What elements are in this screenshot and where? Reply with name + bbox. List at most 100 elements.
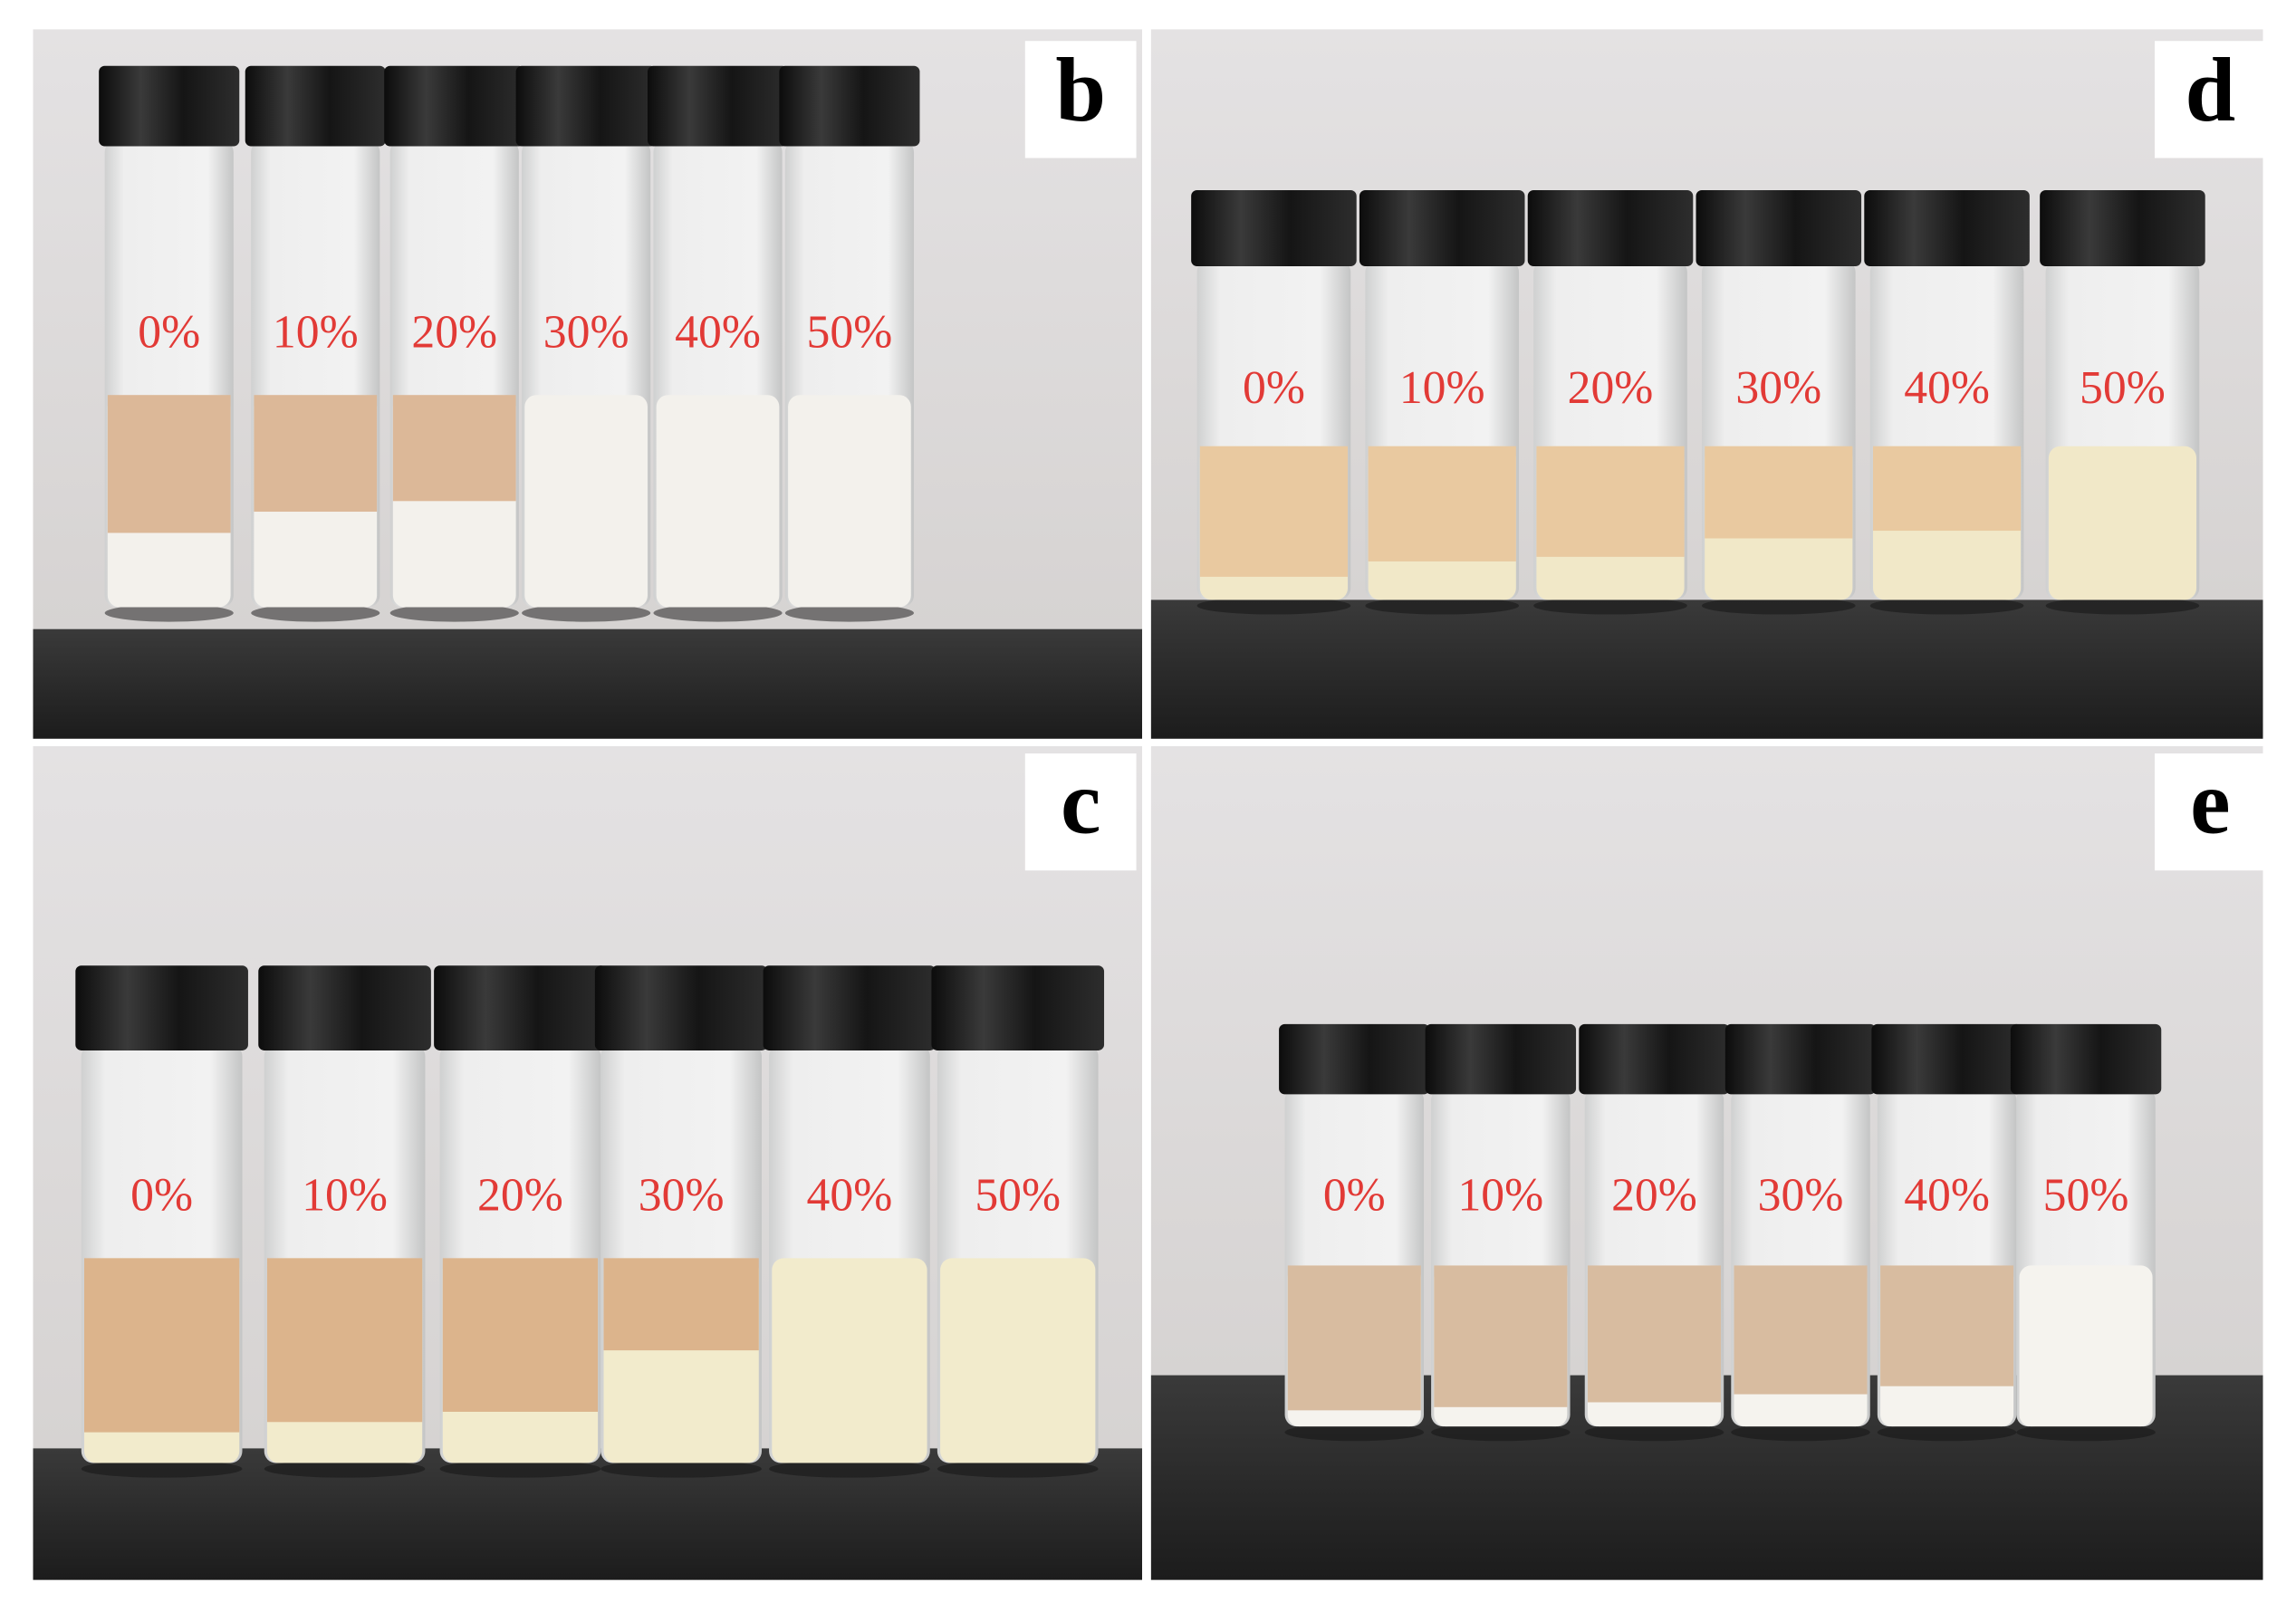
liquid-upper: [1368, 446, 1516, 561]
vial: 20%: [1579, 1023, 1730, 1442]
vial-label: 0%: [1323, 1170, 1386, 1222]
vial-label: 20%: [477, 1170, 563, 1222]
photo-panel: 0% 10% 20% 30% 40% 50%: [33, 29, 1143, 739]
liquid-upper: [392, 395, 516, 502]
vial-label: 30%: [1735, 362, 1821, 414]
vial-cap: [1724, 1023, 1877, 1095]
vial: 0%: [99, 65, 240, 622]
liquid-upper: [1434, 1265, 1568, 1407]
vial-shadow: [784, 604, 915, 622]
vial-cap: [1579, 1023, 1730, 1095]
liquid-upper: [1536, 446, 1685, 557]
panel-letter-box: [2154, 753, 2266, 871]
liquid-lower: [2019, 1265, 2153, 1427]
liquid-lower: [656, 395, 780, 608]
vial: 30%: [515, 65, 657, 622]
vial-shadow: [653, 604, 783, 622]
vial-shadow: [104, 604, 234, 622]
vial-shadow: [389, 604, 519, 622]
vial-cap: [2040, 190, 2205, 267]
vial-shadow: [1365, 597, 1520, 615]
vial-shadow: [81, 1460, 243, 1478]
vial-label: 50%: [2080, 362, 2166, 414]
vial-label: 10%: [273, 306, 359, 358]
vial-label: 0%: [130, 1170, 193, 1222]
vial-label: 10%: [1457, 1170, 1543, 1222]
vial-cap: [1279, 1023, 1430, 1095]
vial: 10%: [245, 65, 386, 622]
liquid-upper: [1705, 446, 1853, 539]
panel-letter: c: [1061, 753, 1100, 853]
vial: 50%: [2010, 1023, 2162, 1442]
vial: 40%: [1871, 1023, 2022, 1442]
vial-shadow: [1877, 1423, 2017, 1442]
vial-cap: [763, 965, 937, 1050]
vial-label: 40%: [807, 1170, 893, 1222]
vial-label: 40%: [675, 306, 761, 358]
vial: 0%: [1191, 190, 1357, 615]
liquid-upper: [1880, 1265, 2014, 1386]
vial: 30%: [1696, 190, 1862, 615]
panel-letter: b: [1055, 40, 1106, 140]
vial-cap: [2010, 1023, 2162, 1095]
vial-shadow: [1533, 597, 1687, 615]
vial: 30%: [594, 965, 768, 1478]
liquid-upper: [1872, 446, 2022, 532]
vial-label: 50%: [807, 306, 893, 358]
vial-cap: [515, 65, 657, 147]
vial-label: 20%: [1568, 362, 1654, 414]
vial-cap: [779, 65, 920, 147]
vial-label: 40%: [1904, 362, 1990, 414]
vial-shadow: [769, 1460, 930, 1478]
panel-letter-box: [1024, 41, 1137, 158]
vial-cap: [647, 65, 789, 147]
vial-shadow: [1431, 1423, 1571, 1442]
vial-cap: [1191, 190, 1357, 267]
vial-label: 30%: [543, 306, 629, 358]
vial-cap: [931, 965, 1105, 1050]
vial: 50%: [931, 965, 1105, 1478]
vial-label: 40%: [1904, 1170, 1990, 1222]
vial: 50%: [779, 65, 920, 622]
vial-cap: [594, 965, 768, 1050]
bench: [1150, 599, 2263, 739]
vial: 50%: [2040, 190, 2205, 615]
vial-label: 0%: [1243, 362, 1305, 414]
vial-cap: [258, 965, 431, 1050]
vial-shadow: [600, 1460, 763, 1478]
vial-shadow: [522, 604, 651, 622]
photo-panel: 0% 10% 20% 30% 40% 50%: [1150, 29, 2263, 739]
vial: 40%: [763, 965, 937, 1478]
vial-label: 10%: [302, 1170, 388, 1222]
liquid-upper: [266, 1258, 423, 1423]
panel-letter: d: [2186, 40, 2236, 140]
vial: 10%: [258, 965, 431, 1478]
liquid-lower: [940, 1258, 1096, 1463]
vial-label: 20%: [411, 306, 497, 358]
vial-shadow: [264, 1460, 426, 1478]
vial: 10%: [1359, 190, 1525, 615]
liquid-upper: [1199, 446, 1349, 577]
vial-cap: [434, 965, 607, 1050]
vial-label: 50%: [975, 1170, 1061, 1222]
vial: 20%: [384, 65, 525, 622]
vial: 0%: [75, 965, 248, 1478]
vial-shadow: [1869, 597, 2024, 615]
liquid-upper: [603, 1258, 759, 1351]
vial-label: 30%: [639, 1170, 725, 1222]
panel-letter-box: [2154, 41, 2266, 158]
liquid-upper: [1734, 1265, 1868, 1395]
panel-letter: e: [2190, 753, 2230, 853]
vial: 0%: [1279, 1023, 1430, 1442]
vial: 20%: [434, 965, 607, 1478]
panel-letter-box: [1024, 753, 1137, 871]
liquid-lower: [2048, 446, 2197, 600]
vial-label: 0%: [138, 306, 200, 358]
vial-shadow: [1701, 597, 1856, 615]
liquid-lower: [772, 1258, 927, 1463]
vial-shadow: [937, 1460, 1099, 1478]
vial-cap: [1527, 190, 1694, 267]
vial-cap: [1425, 1023, 1577, 1095]
vial-shadow: [1284, 1423, 1425, 1442]
